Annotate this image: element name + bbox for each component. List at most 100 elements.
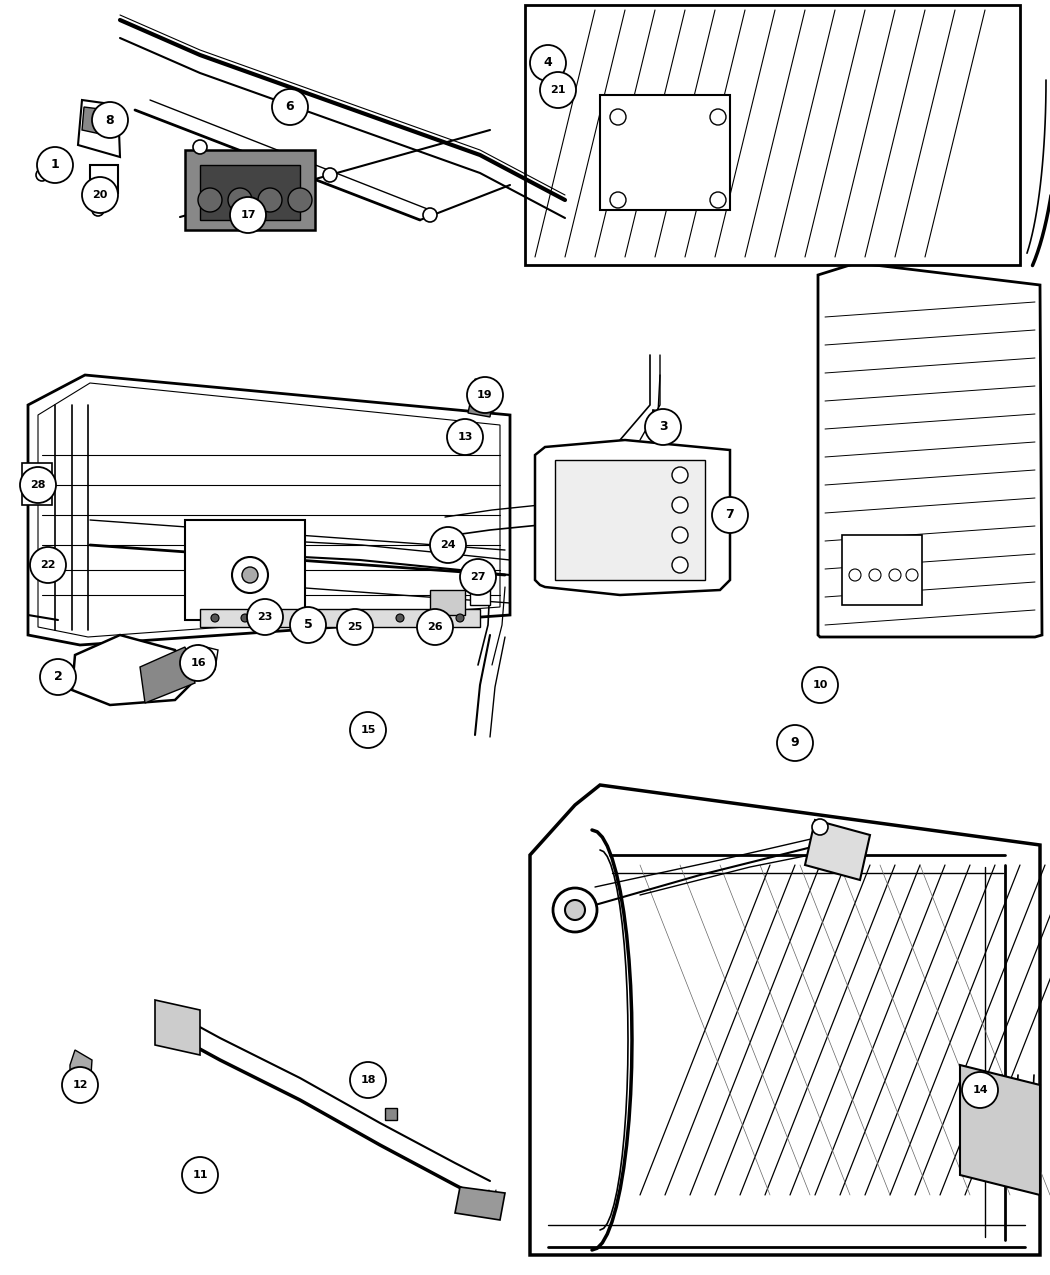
Polygon shape [195, 645, 218, 669]
Circle shape [62, 1067, 98, 1103]
Bar [525, 5, 1020, 265]
Circle shape [180, 645, 216, 681]
Circle shape [467, 377, 503, 413]
Circle shape [396, 615, 404, 622]
Circle shape [962, 1072, 998, 1108]
Text: 10: 10 [813, 680, 827, 690]
Circle shape [423, 208, 437, 222]
Circle shape [316, 615, 324, 622]
Circle shape [36, 170, 48, 181]
Circle shape [672, 467, 688, 483]
Circle shape [565, 900, 585, 921]
Polygon shape [650, 411, 670, 434]
Text: 16: 16 [190, 658, 206, 668]
Polygon shape [960, 1065, 1040, 1195]
Polygon shape [38, 382, 500, 638]
Circle shape [242, 615, 249, 622]
Circle shape [30, 547, 66, 583]
Text: 11: 11 [192, 1170, 208, 1179]
Circle shape [553, 887, 597, 932]
Text: 14: 14 [972, 1085, 988, 1095]
Circle shape [247, 599, 284, 635]
Circle shape [290, 607, 326, 643]
Text: 21: 21 [550, 85, 566, 96]
Polygon shape [468, 379, 495, 417]
Circle shape [182, 1156, 218, 1193]
Text: 6: 6 [286, 101, 294, 113]
Circle shape [288, 187, 312, 212]
Circle shape [710, 108, 726, 125]
Circle shape [323, 168, 337, 182]
Polygon shape [805, 820, 870, 880]
Circle shape [40, 659, 76, 695]
Polygon shape [72, 635, 195, 705]
Circle shape [82, 177, 118, 213]
Bar [842, 536, 922, 606]
Circle shape [802, 667, 838, 703]
Text: 19: 19 [477, 390, 492, 400]
Bar [200, 609, 480, 627]
Text: 8: 8 [106, 113, 114, 126]
Bar [200, 164, 300, 221]
Circle shape [460, 558, 496, 595]
Circle shape [20, 467, 56, 504]
Polygon shape [28, 375, 510, 645]
Circle shape [889, 569, 901, 581]
Circle shape [426, 615, 434, 622]
Bar [430, 590, 465, 615]
Circle shape [228, 187, 252, 212]
Circle shape [242, 567, 258, 583]
Text: 17: 17 [240, 210, 256, 221]
Circle shape [356, 615, 364, 622]
Polygon shape [536, 440, 730, 595]
Polygon shape [78, 99, 120, 157]
Circle shape [543, 78, 556, 92]
Circle shape [258, 187, 282, 212]
Text: 5: 5 [303, 618, 313, 631]
Polygon shape [818, 263, 1042, 638]
Text: 24: 24 [440, 541, 456, 550]
Circle shape [37, 147, 74, 184]
Circle shape [849, 569, 861, 581]
Polygon shape [455, 1187, 505, 1220]
Circle shape [710, 193, 726, 208]
Text: 2: 2 [54, 671, 62, 683]
Text: 25: 25 [348, 622, 362, 632]
Text: 3: 3 [658, 421, 668, 434]
Circle shape [430, 527, 466, 564]
Text: 23: 23 [257, 612, 273, 622]
Circle shape [540, 71, 576, 108]
Text: 26: 26 [427, 622, 443, 632]
Circle shape [232, 557, 268, 593]
Circle shape [271, 615, 279, 622]
Text: 7: 7 [726, 509, 734, 521]
Text: 20: 20 [92, 190, 108, 200]
Circle shape [230, 198, 266, 233]
Circle shape [350, 1062, 386, 1098]
Circle shape [530, 45, 566, 82]
Bar [385, 1108, 397, 1119]
Text: 4: 4 [544, 56, 552, 70]
Text: 15: 15 [360, 725, 376, 734]
Polygon shape [82, 107, 108, 135]
Bar [470, 585, 490, 606]
Bar [555, 460, 705, 580]
Circle shape [777, 725, 813, 761]
Circle shape [672, 557, 688, 572]
Circle shape [906, 569, 918, 581]
Text: 22: 22 [40, 560, 56, 570]
Circle shape [447, 419, 483, 455]
Bar [600, 96, 730, 210]
Circle shape [712, 497, 748, 533]
Circle shape [211, 615, 219, 622]
Text: 18: 18 [360, 1075, 376, 1085]
Circle shape [417, 609, 453, 645]
Text: 1: 1 [50, 158, 60, 172]
Bar [22, 463, 52, 505]
Circle shape [456, 615, 464, 622]
Polygon shape [140, 646, 195, 703]
Text: 13: 13 [458, 432, 472, 442]
Text: 28: 28 [30, 479, 46, 490]
Circle shape [672, 527, 688, 543]
Bar [185, 520, 304, 620]
